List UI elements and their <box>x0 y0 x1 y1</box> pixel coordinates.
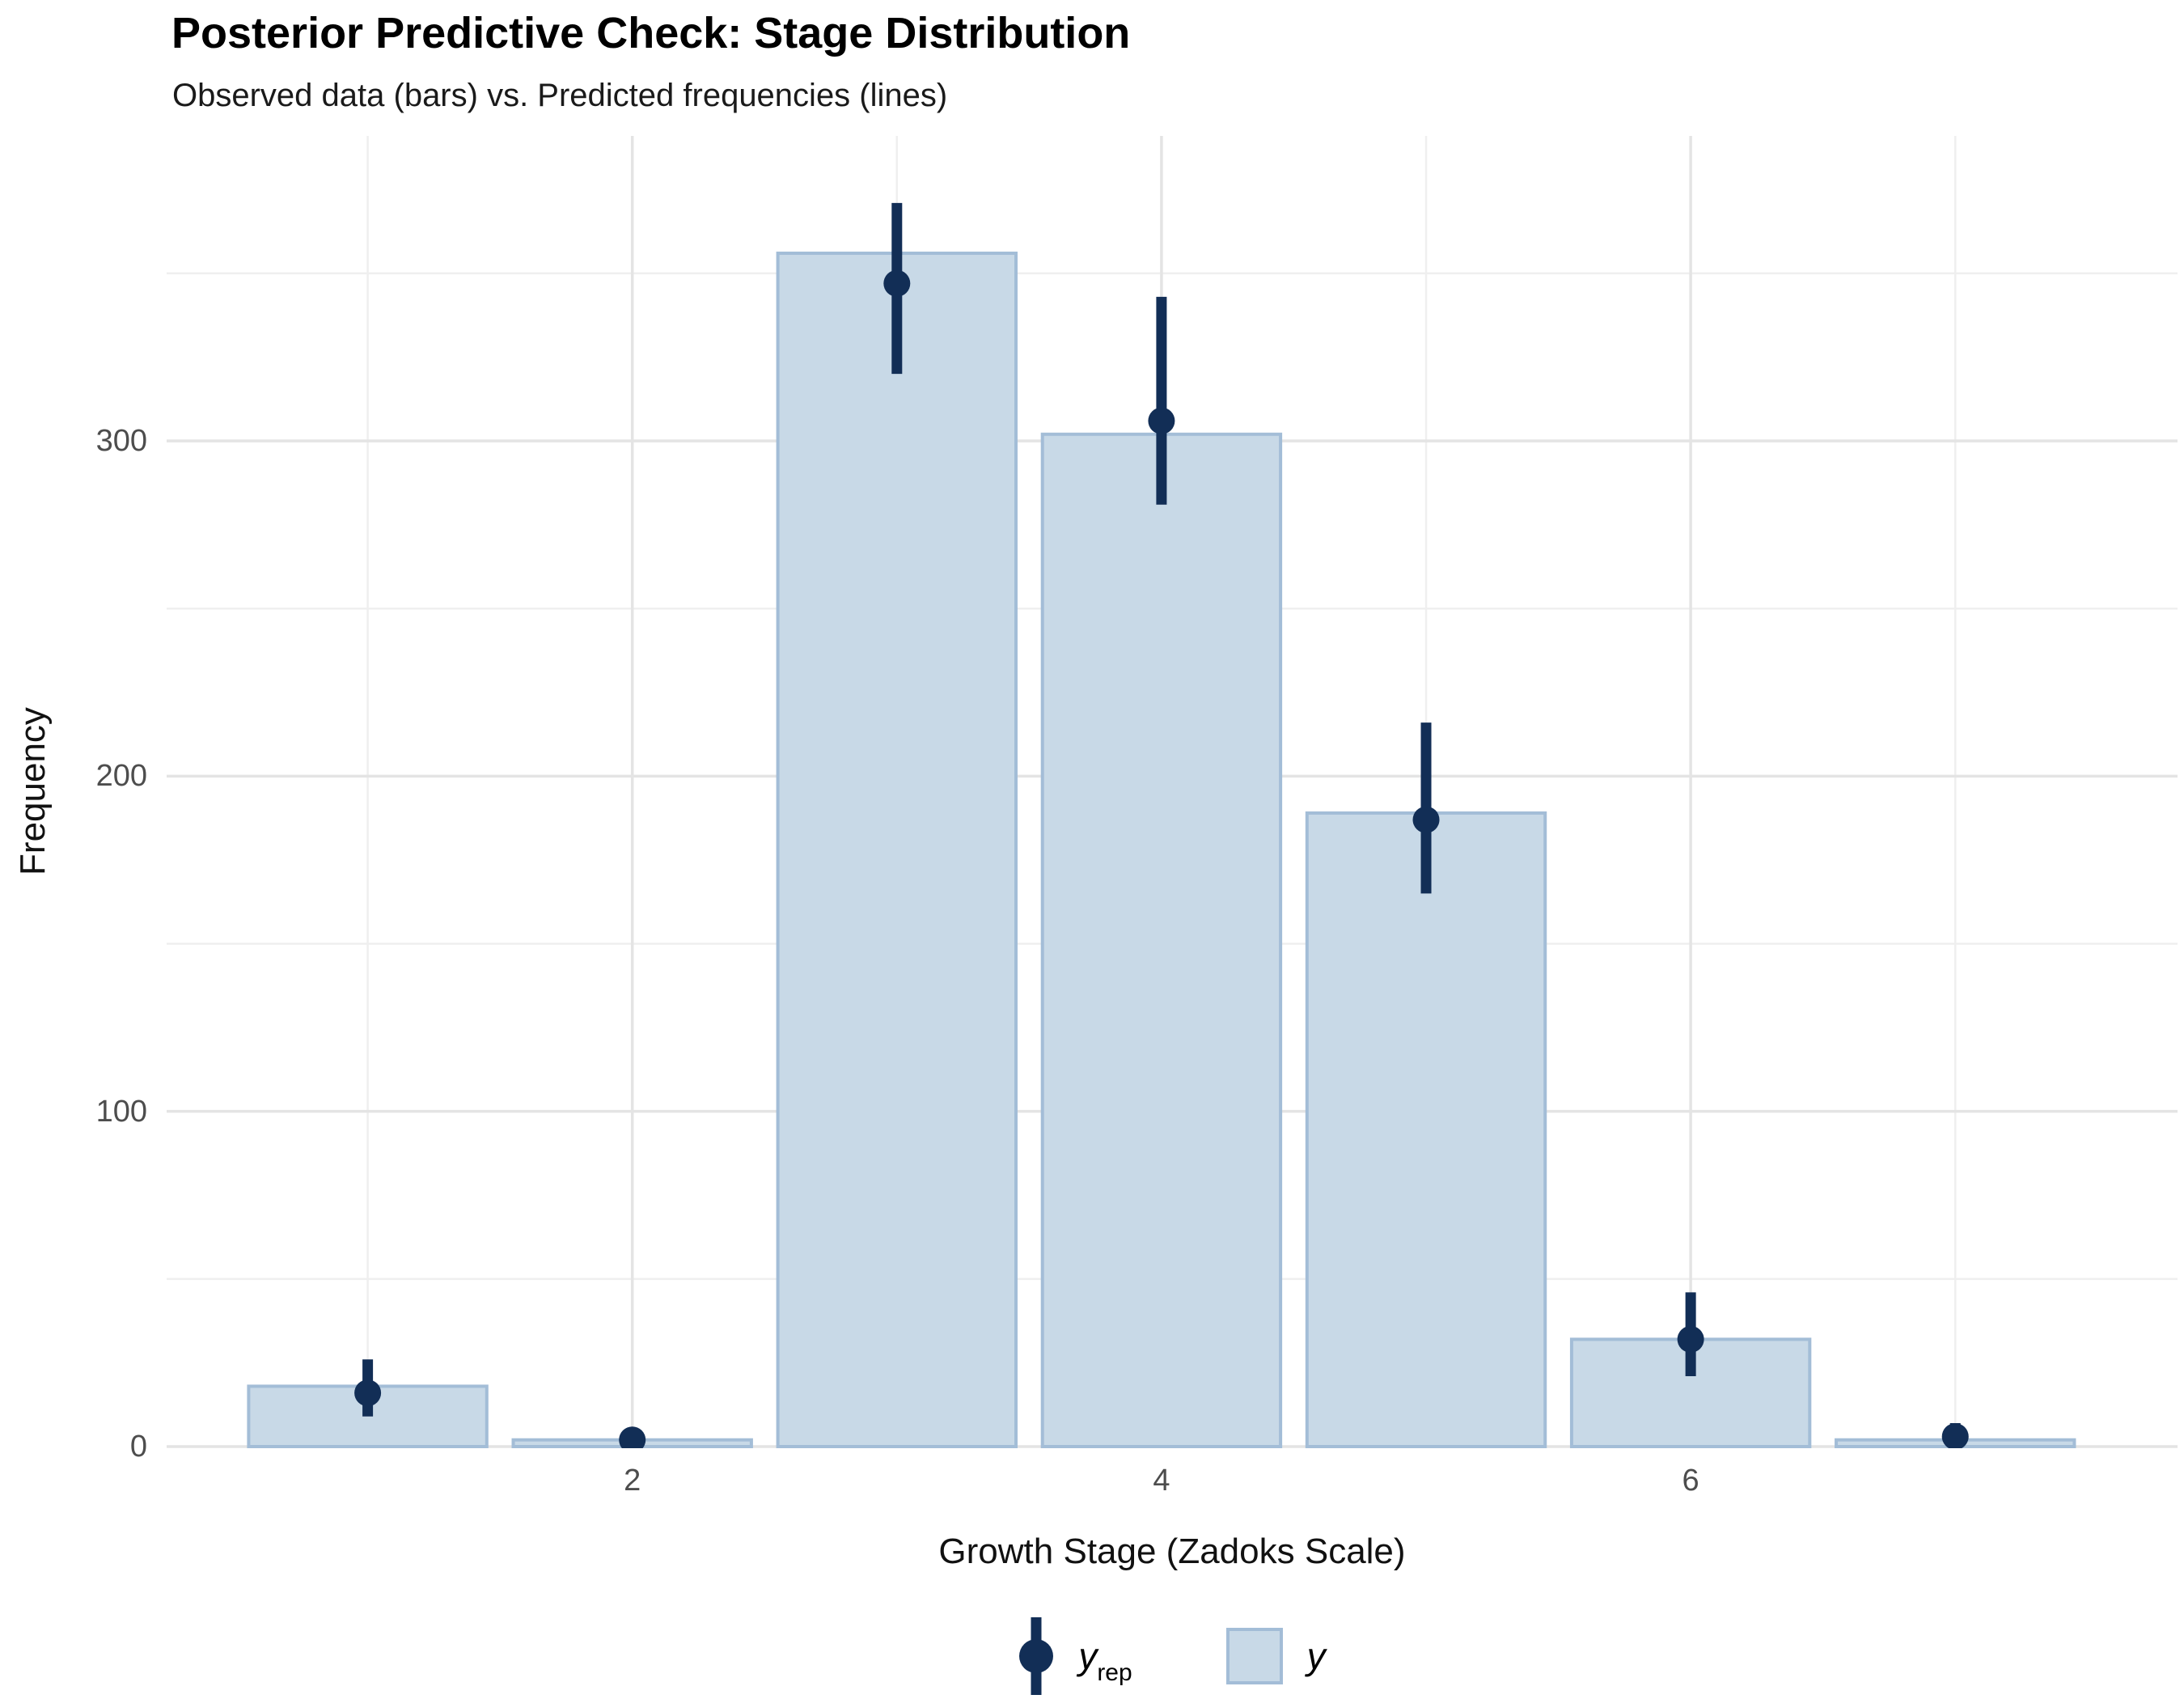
legend-label-y: y <box>1306 1635 1326 1677</box>
x-tick-label: 6 <box>1682 1464 1699 1498</box>
yrep-point-stage-3 <box>883 269 911 297</box>
y-tick-label: 200 <box>95 759 147 794</box>
bar-swatch-icon <box>1225 1628 1283 1684</box>
legend: yrep y <box>167 1611 2178 1699</box>
yrep-point-stage-5 <box>1412 806 1440 833</box>
y-tick-label: 0 <box>129 1430 147 1464</box>
legend-item-yrep: yrep <box>1018 1609 1132 1699</box>
y-axis-title: Frequency <box>13 707 53 875</box>
x-axis-title: Growth Stage (Zadoks Scale) <box>938 1532 1406 1571</box>
x-tick-label: 2 <box>624 1464 641 1498</box>
bar-y-stage-4 <box>1040 432 1283 1448</box>
chart-title: Posterior Predictive Check: Stage Distri… <box>171 9 1131 57</box>
bar-y-stage-5 <box>1305 811 1547 1448</box>
legend-label-yrep: yrep <box>1078 1635 1132 1686</box>
x-tick-label: 4 <box>1153 1464 1170 1498</box>
legend-item-y: y <box>1225 1628 1326 1684</box>
data-marks <box>247 202 2076 1448</box>
y-tick-label: 300 <box>95 424 147 459</box>
point-interval-icon <box>1019 1617 1054 1695</box>
yrep-point-stage-1 <box>354 1379 382 1407</box>
yrep-point-stage-2 <box>619 1426 646 1448</box>
yrep-point-stage-7 <box>1941 1423 1969 1448</box>
yrep-point-stage-4 <box>1148 407 1175 434</box>
chart-subtitle: Observed data (bars) vs. Predicted frequ… <box>172 78 948 113</box>
bar-y-stage-3 <box>776 252 1018 1448</box>
yrep-point-stage-6 <box>1677 1325 1704 1353</box>
y-tick-label: 100 <box>95 1094 147 1129</box>
